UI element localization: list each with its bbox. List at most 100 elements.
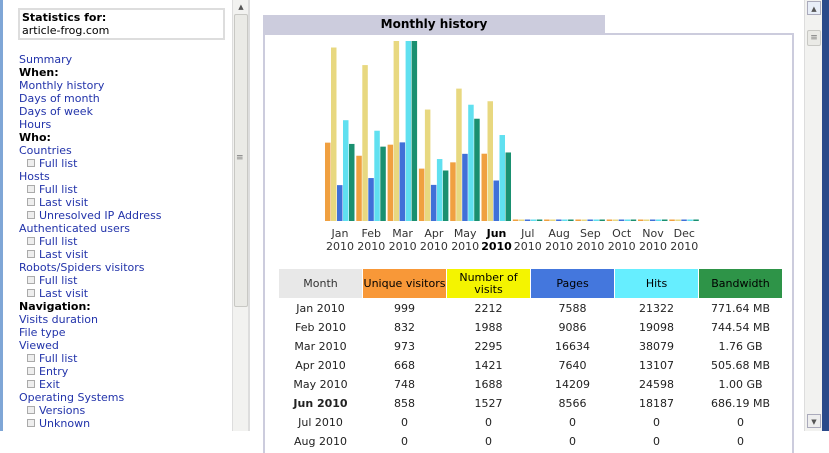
x-tick-label: May [454,227,477,240]
sidebar-sublink-label[interactable]: Full list [39,235,78,248]
sidebar-sublink[interactable]: Full list [19,183,162,196]
sidebar-link[interactable]: Operating Systems [19,391,125,404]
bar-hits [436,159,443,221]
x-tick-label: Oct [612,227,632,240]
sidebar-link[interactable]: Authenticated users [19,222,130,235]
x-tick-label: Mar [392,227,413,240]
sidebar-sublink-label[interactable]: Full list [39,183,78,196]
column-header: Unique visitors [362,268,447,299]
sidebar-sublink-label[interactable]: Unknown [39,417,91,430]
page-icon [27,406,35,414]
sidebar-sublink-label[interactable]: Unresolved IP Address [39,209,162,222]
sidebar-sublink[interactable]: Unknown [19,417,162,430]
sidebar-link[interactable]: Days of week [19,105,93,118]
table-cell: 771.64 MB [710,301,771,315]
scroll-thumb[interactable]: ≡ [807,30,821,46]
sidebar-sublink-label[interactable]: Full list [39,157,78,170]
sidebar-link[interactable]: Visits duration [19,313,98,326]
table-cell: 686.19 MB [710,396,771,410]
scroll-up-icon[interactable]: ▲ [807,1,821,15]
sidebar-link[interactable]: Countries [19,144,72,157]
table-cell: 505.68 MB [710,358,771,372]
table-cell: 0 [401,434,408,448]
sidebar-link[interactable]: Hosts [19,170,50,183]
table-cell: 1.00 GB [718,377,763,391]
scroll-thumb[interactable] [234,14,248,307]
page-icon [27,250,35,258]
statistics-label: Statistics for: [22,11,107,24]
sidebar-sublink[interactable]: Full list [19,274,162,287]
sidebar-sublink[interactable]: Last visit [19,287,162,300]
x-tick-label: 2010 [608,240,636,253]
window-edge [822,0,829,431]
table-cell: 21322 [639,301,674,315]
sidebar-sublink[interactable]: Last visit [19,248,162,261]
bar-visits [518,219,525,221]
sidebar-sublink-label[interactable]: Last visit [39,287,89,300]
bar-hits [468,104,474,221]
sidebar-sublink[interactable]: Last visit [19,196,162,209]
sidebar-sublink[interactable]: Exit [19,378,162,391]
sidebar-sublink-label[interactable]: Full list [39,274,78,287]
bar-pages [587,219,593,221]
sidebar-sublink[interactable]: Entry [19,365,162,378]
bar-pages [337,185,343,221]
table-cell: 2295 [474,339,503,353]
bar-bandwidth [536,219,543,221]
sidebar-sublink-label[interactable]: Last visit [39,196,89,209]
sidebar-sublink-label[interactable]: Full list [39,352,78,365]
bar-pages [399,142,406,221]
bar-visitors [669,219,675,221]
scroll-up-icon[interactable]: ▲ [238,3,244,11]
sidebar-sublink-label[interactable]: Last visit [39,248,89,261]
sidebar-link[interactable]: File type [19,326,66,339]
x-tick-label: 2010 [545,240,573,253]
bar-pages [681,219,687,221]
panel-title: Monthly history [263,15,605,34]
table-row: Jun 2010 858 1527 8566 18187 686.19 MB [279,394,783,413]
right-scrollbar[interactable]: ▲ ≡ ▼ [804,0,822,431]
x-tick-label: Aug [548,227,569,240]
page-icon [27,289,35,297]
sidebar-link[interactable]: Robots/Spiders visitors [19,261,145,274]
table-cell: 7640 [558,358,587,372]
table-cell: Jan 2010 [296,301,345,315]
table-cell: 2212 [474,301,503,315]
sidebar-sublink-label[interactable]: Entry [39,365,69,378]
sidebar-sublink[interactable]: Full list [19,235,162,248]
sidebar-link[interactable]: Summary [19,53,73,66]
page-icon [27,367,35,375]
sidebar-sublink-label[interactable]: Versions [39,404,86,417]
page-icon [27,159,35,167]
sidebar-sublink[interactable]: Full list [19,352,162,365]
left-scrollbar[interactable]: ▲ ≡ [232,0,248,431]
table-row: Mar 2010 973 2295 16634 38079 1.76 GB [279,337,783,356]
sidebar-link[interactable]: Monthly history [19,79,105,92]
section-heading: Navigation: [19,300,91,313]
frame-divider[interactable] [248,0,250,431]
bar-bandwidth [568,219,574,221]
sidebar-sublink[interactable]: Full list [19,157,162,170]
sidebar-link[interactable]: Hours [19,118,52,131]
table-cell: 973 [394,339,415,353]
page-icon [27,380,35,388]
sidebar-link[interactable]: Viewed [19,339,59,352]
table-cell: May 2010 [293,377,348,391]
monthly-history-panel [263,33,794,453]
bar-hits [593,219,599,221]
x-tick-label: 2010 [481,240,512,253]
bar-visitors [606,219,613,221]
site-name: article-frog.com [22,24,110,37]
table-cell: 1988 [474,320,503,334]
scroll-down-icon[interactable]: ▼ [807,414,821,428]
table-cell: 13107 [639,358,674,372]
bar-pages [462,153,468,221]
sidebar-link[interactable]: Days of month [19,92,100,105]
sidebar-sublink-label[interactable]: Exit [39,378,60,391]
table-cell: Jun 2010 [293,396,348,410]
sidebar-sublink[interactable]: Unresolved IP Address [19,209,162,222]
sidebar-sublink[interactable]: Versions [19,404,162,417]
bar-bandwidth [411,41,418,221]
bar-bandwidth [349,143,355,221]
table-cell: 0 [737,415,744,429]
